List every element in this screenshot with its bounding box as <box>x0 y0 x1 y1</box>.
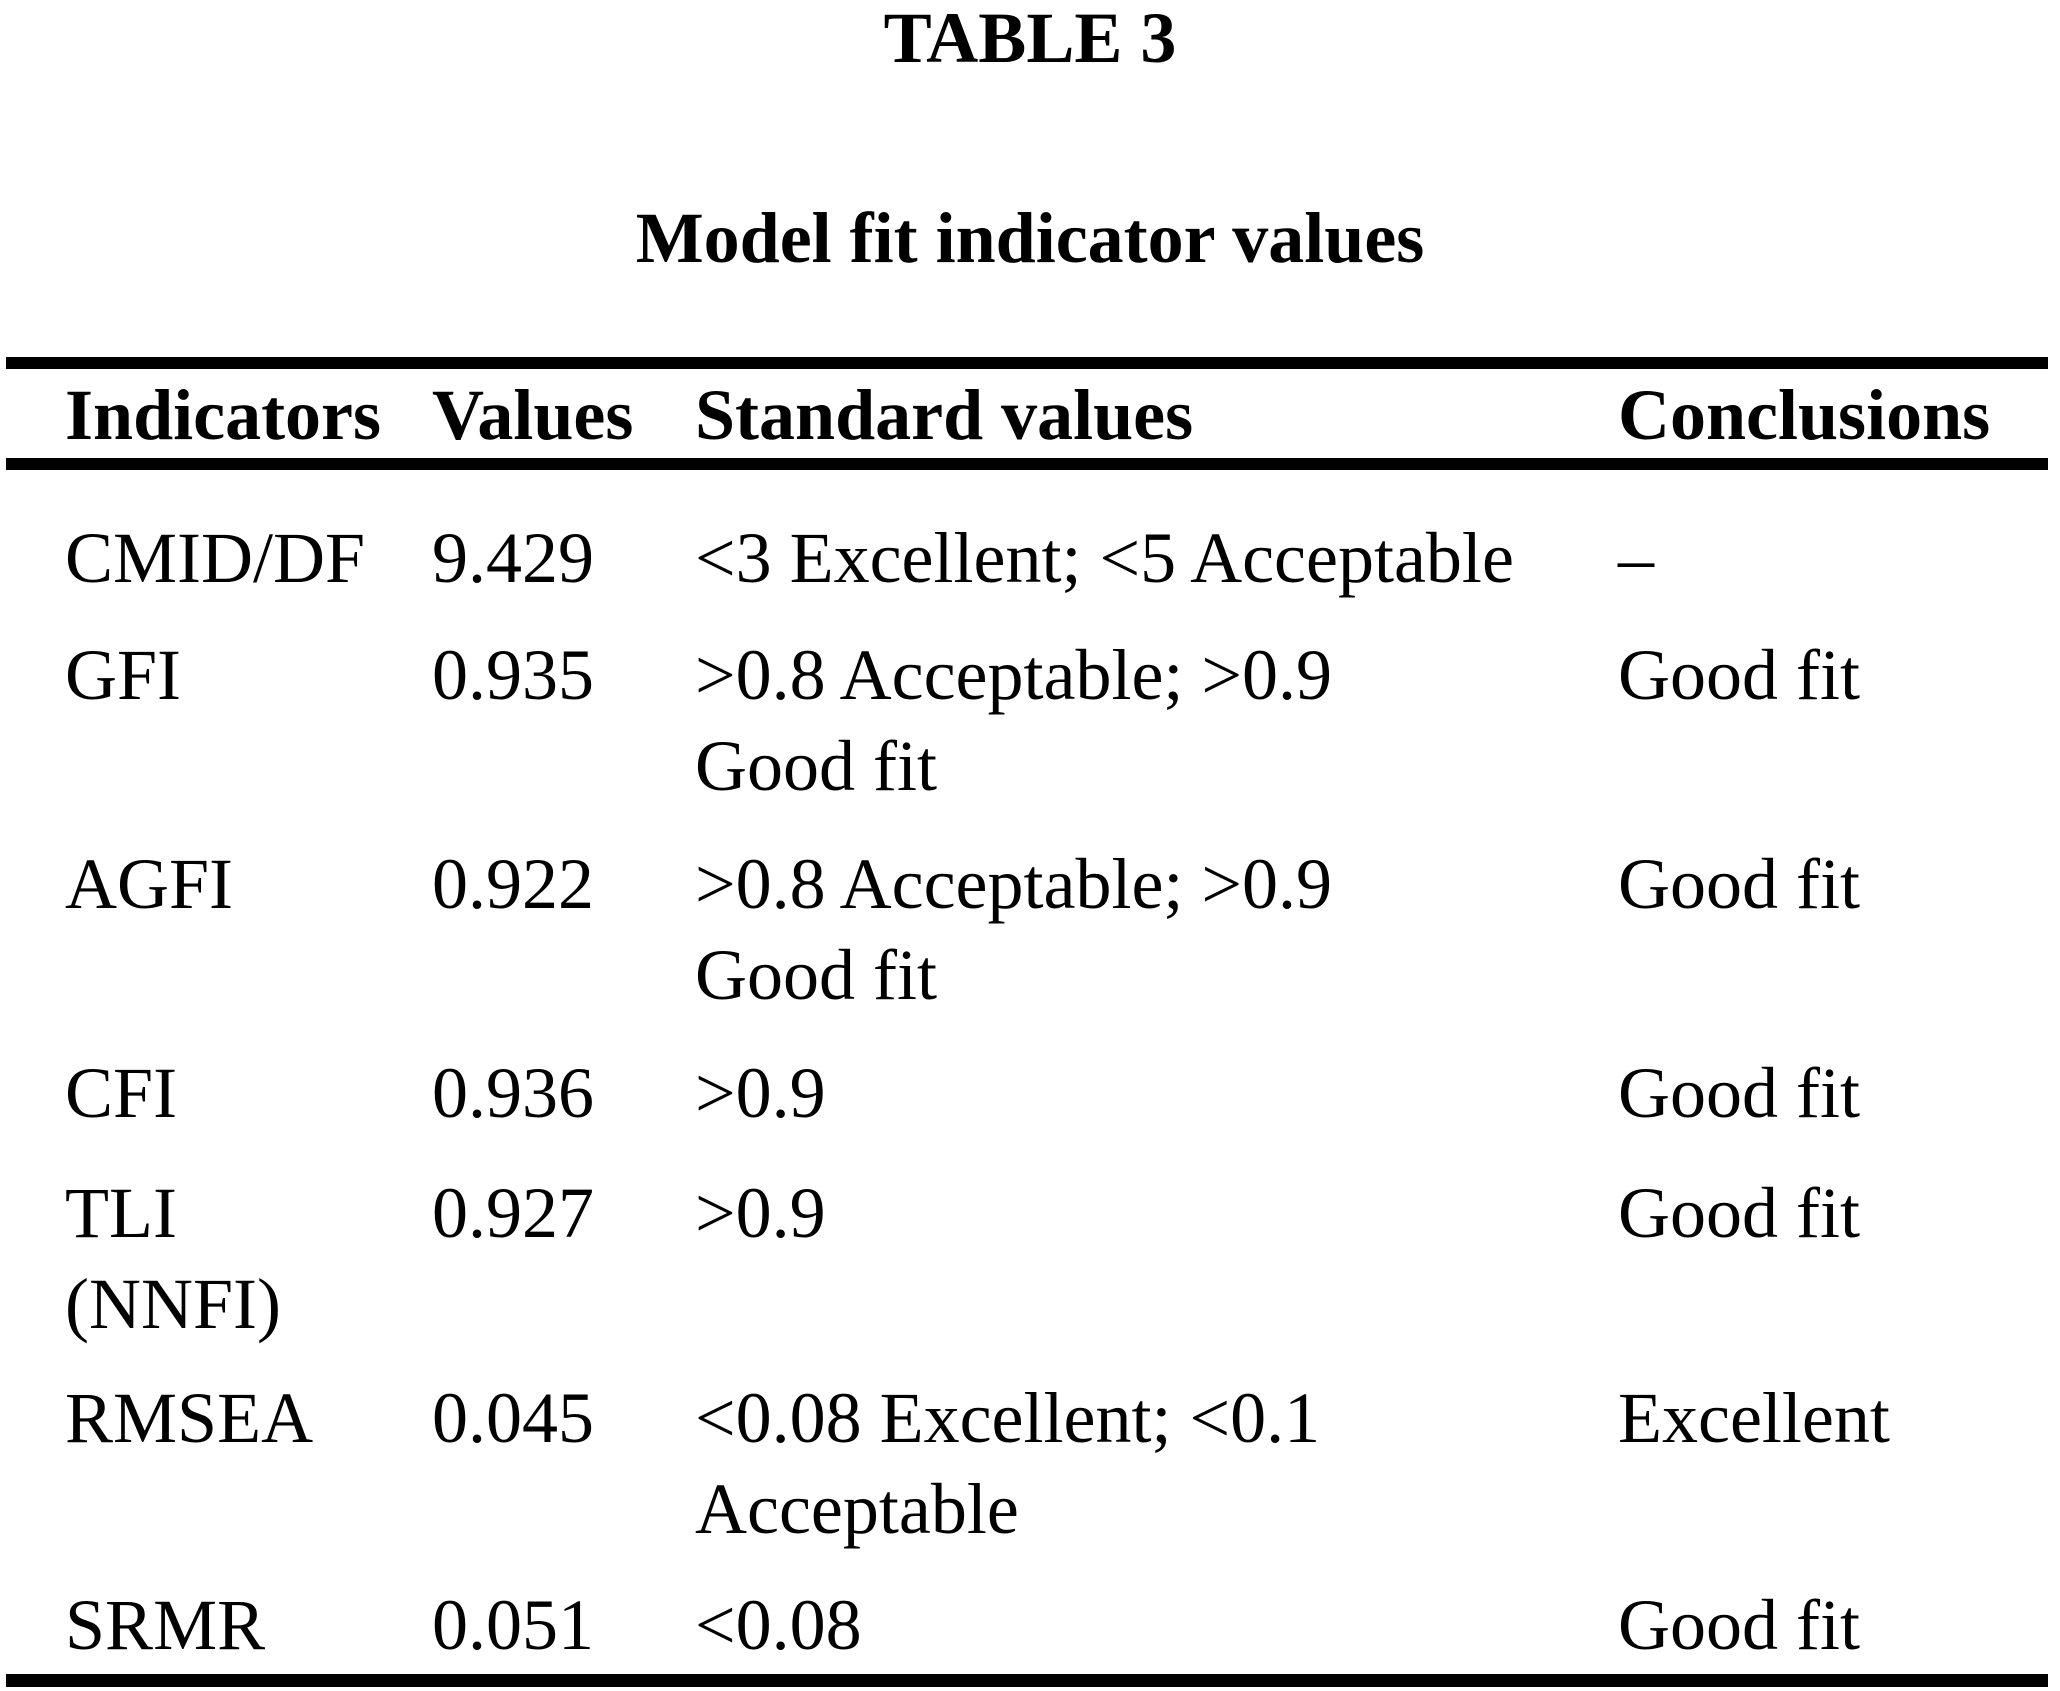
cell-indicator: RMSEA <box>65 1373 432 1555</box>
table-row-cmid-df: CMID/DF 9.429 <3 Excellent; <5 Acceptabl… <box>65 513 2060 604</box>
table-bottom-rule <box>6 1674 2048 1687</box>
cell-standard-line: Good fit <box>695 726 937 806</box>
table-row-cfi: CFI 0.936 >0.9 Good fit <box>65 1048 2060 1139</box>
column-header-values: Values <box>432 375 634 455</box>
cell-indicator-line: (NNFI) <box>65 1264 281 1344</box>
table-top-rule <box>6 357 2048 369</box>
cell-value: 0.045 <box>432 1378 594 1458</box>
cell-indicator-line: TLI <box>65 1173 177 1253</box>
cell-standard: <0.08 Excellent; <0.1 Acceptable <box>695 1373 1618 1555</box>
cell-value: 0.051 <box>432 1585 594 1665</box>
table-label: TABLE 3 <box>883 0 1177 78</box>
column-header-indicators: Indicators <box>65 375 382 455</box>
cell-indicator: AGFI <box>65 839 432 1021</box>
cell-standard-line: >0.8 Acceptable; >0.9 <box>695 844 1333 924</box>
column-header-conclusions: Conclusions <box>1618 375 1991 455</box>
cell-standard-line: >0.8 Acceptable; >0.9 <box>695 635 1333 715</box>
table-header-rule <box>6 458 2048 470</box>
cell-standard: >0.9 <box>695 1168 1618 1350</box>
table-row-gfi: GFI 0.935 >0.8 Acceptable; >0.9 Good fit… <box>65 630 2060 812</box>
cell-standard: >0.9 <box>695 1048 1618 1139</box>
cell-value: 0.927 <box>432 1173 594 1253</box>
cell-value: 9.429 <box>432 518 594 598</box>
table-row-tli-nnfi: TLI (NNFI) 0.927 >0.9 Good fit <box>65 1168 2060 1350</box>
cell-indicator: CFI <box>65 1048 432 1139</box>
cell-indicator: CMID/DF <box>65 513 432 604</box>
cell-standard-line: <0.08 Excellent; <0.1 <box>695 1378 1321 1458</box>
cell-value: 0.922 <box>432 844 594 924</box>
cell-conclusion: Good fit <box>1618 1585 1860 1665</box>
cell-standard: <3 Excellent; <5 Acceptable <box>695 513 1618 604</box>
cell-standard: >0.8 Acceptable; >0.9 Good fit <box>695 630 1618 812</box>
column-header-standard-values: Standard values <box>695 375 1194 455</box>
cell-conclusion: Good fit <box>1618 1053 1860 1133</box>
cell-conclusion: Excellent <box>1618 1378 1890 1458</box>
cell-standard-line: >0.9 <box>695 1053 826 1133</box>
table-row-srmr: SRMR 0.051 <0.08 Good fit <box>65 1580 2060 1671</box>
table-row-agfi: AGFI 0.922 >0.8 Acceptable; >0.9 Good fi… <box>65 839 2060 1021</box>
table-header-row: Indicators Values Standard values Conclu… <box>65 370 2060 461</box>
cell-conclusion: Good fit <box>1618 635 1860 715</box>
cell-indicator-line: GFI <box>65 635 182 715</box>
cell-conclusion: – <box>1618 518 1654 598</box>
table-row-rmsea: RMSEA 0.045 <0.08 Excellent; <0.1 Accept… <box>65 1373 2060 1555</box>
cell-standard-line: >0.9 <box>695 1173 826 1253</box>
cell-standard-line: Acceptable <box>695 1469 1019 1549</box>
cell-standard-line: Good fit <box>695 935 937 1015</box>
cell-indicator: GFI <box>65 630 432 812</box>
cell-indicator: TLI (NNFI) <box>65 1168 432 1350</box>
cell-value: 0.936 <box>432 1053 594 1133</box>
cell-standard-line: <3 Excellent; <5 Acceptable <box>695 518 1514 598</box>
cell-indicator-line: AGFI <box>65 844 234 924</box>
cell-standard: <0.08 <box>695 1580 1618 1671</box>
cell-indicator-line: RMSEA <box>65 1378 314 1458</box>
cell-standard-line: <0.08 <box>695 1585 862 1665</box>
cell-indicator: SRMR <box>65 1580 432 1671</box>
cell-conclusion: Good fit <box>1618 1173 1860 1253</box>
cell-value: 0.935 <box>432 635 594 715</box>
cell-indicator-line: SRMR <box>65 1585 266 1665</box>
table-caption: Model fit indicator values <box>635 198 1425 278</box>
cell-conclusion: Good fit <box>1618 844 1860 924</box>
cell-standard: >0.8 Acceptable; >0.9 Good fit <box>695 839 1618 1021</box>
cell-indicator-line: CMID/DF <box>65 518 366 598</box>
cell-indicator-line: CFI <box>65 1053 178 1133</box>
